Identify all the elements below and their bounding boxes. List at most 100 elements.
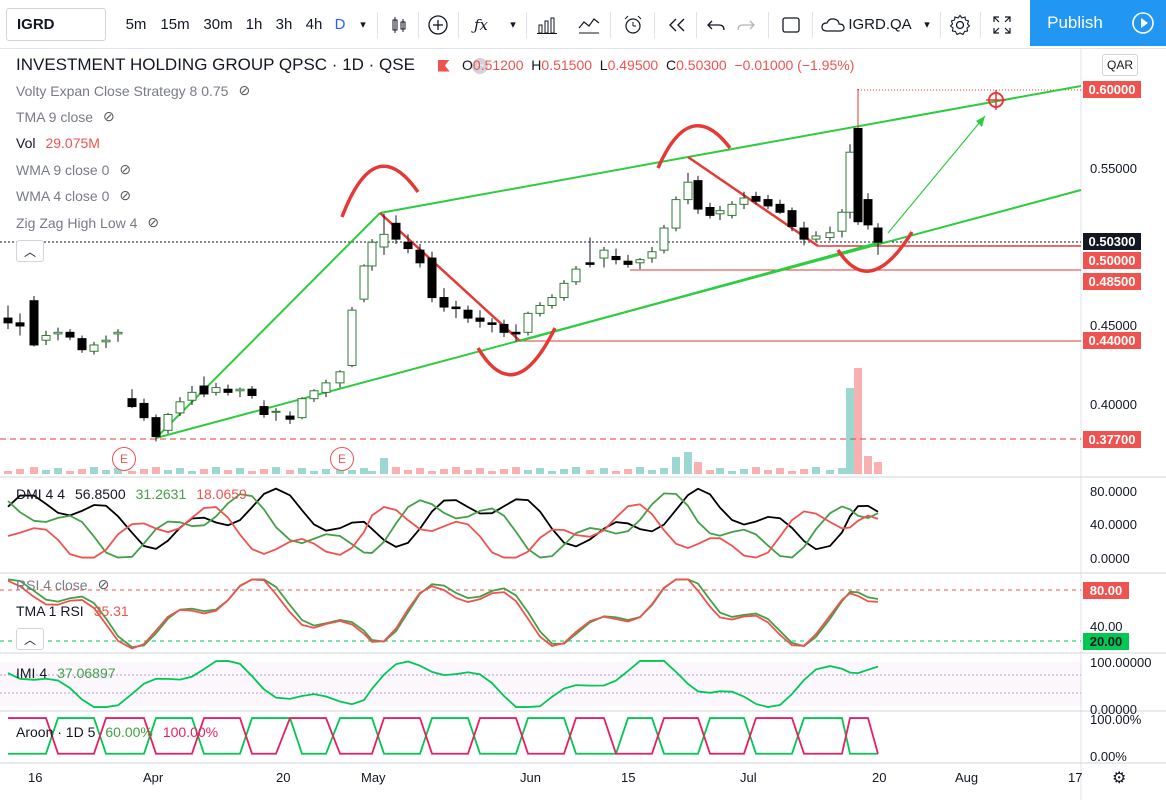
chevron-down-icon[interactable]: ▾ <box>510 19 516 31</box>
volume-bar <box>272 467 280 474</box>
interval-1h[interactable]: 1h <box>245 16 263 33</box>
add-compare-icon[interactable] <box>422 0 454 49</box>
templates-icon[interactable] <box>574 0 604 49</box>
replay-icon[interactable] <box>662 0 692 49</box>
interval-5m[interactable]: 5m <box>125 16 147 33</box>
gear-icon[interactable] <box>944 0 976 49</box>
candle-body <box>739 197 749 205</box>
publish-button[interactable]: Publish <box>1030 0 1120 46</box>
interval-3h[interactable]: 3h <box>275 16 293 33</box>
redo-icon <box>732 0 760 49</box>
candle-body <box>439 297 449 308</box>
legend-imi[interactable]: IMI 4 37.06897 <box>16 665 116 681</box>
volume-bar <box>838 468 846 474</box>
fullscreen-box-icon[interactable] <box>776 0 806 49</box>
legend-wma9[interactable]: WMA 9 close 0 ⊘ <box>16 161 132 178</box>
imi-tick: 100.00000 <box>1090 655 1152 670</box>
minus-circle-icon[interactable]: − <box>472 57 489 74</box>
legend-vol[interactable]: Vol 29.075M <box>16 135 100 151</box>
eye-off-icon[interactable]: ⊘ <box>147 214 160 230</box>
volume-bar <box>706 470 714 474</box>
imi-band <box>0 662 1081 706</box>
trend-line <box>379 156 689 214</box>
candle-body <box>623 260 633 265</box>
expand-icon[interactable] <box>986 0 1018 49</box>
price-tag-level: 0.48500 <box>1083 273 1141 290</box>
flag-icon[interactable] <box>437 59 450 72</box>
candle-body <box>427 257 437 299</box>
eye-off-icon[interactable]: ⊘ <box>119 161 132 177</box>
candles-icon[interactable] <box>384 0 414 49</box>
interval-4h[interactable]: 4h <box>305 16 323 33</box>
symbol-search[interactable]: IGRD <box>6 8 106 41</box>
interval-15m[interactable]: 15m <box>160 16 190 33</box>
chevron-down-icon[interactable]: ▾ <box>924 19 930 31</box>
chart-canvas[interactable] <box>0 49 1166 800</box>
date-label: 16 <box>28 770 43 785</box>
compare-symbol[interactable]: IGRD.QA <box>848 16 912 33</box>
candle-body <box>367 241 377 267</box>
legend-volty[interactable]: Volty Expan Close Strategy 8 0.75 ⊘ <box>16 82 251 99</box>
trend-line <box>687 85 1082 158</box>
candle-body <box>727 203 737 216</box>
indicators-icon[interactable]: ƒx <box>473 15 488 34</box>
date-label: 15 <box>621 770 636 785</box>
volume-bar <box>4 471 12 474</box>
interval-30m[interactable]: 30m <box>203 16 233 33</box>
legend-zigzag[interactable]: Zig Zag High Low 4 ⊘ <box>16 214 160 231</box>
candle-body <box>635 259 645 264</box>
candle-body <box>175 401 185 414</box>
date-label: 20 <box>872 770 887 785</box>
play-icon[interactable] <box>1120 0 1166 46</box>
earnings-marker[interactable]: E <box>112 447 136 471</box>
volume-bar <box>114 468 122 474</box>
candle-body <box>211 387 221 393</box>
earnings-marker[interactable]: E <box>330 447 354 471</box>
eye-off-icon[interactable]: ⊘ <box>103 108 115 124</box>
candle-body <box>3 317 13 324</box>
volume-bar <box>636 467 644 474</box>
volume-bar <box>624 469 632 474</box>
legend-aroon[interactable]: Aroon · 1D 5 60.00% 100.00% <box>16 724 219 740</box>
legend-wma4[interactable]: WMA 4 close 0 ⊘ <box>16 187 132 204</box>
volume-bar <box>752 467 760 474</box>
alert-clock-icon[interactable] <box>616 0 650 49</box>
eye-off-icon[interactable]: ⊘ <box>238 82 251 98</box>
candle-body <box>487 322 497 325</box>
volume-bar <box>54 468 62 474</box>
price-tick: 0.40000 <box>1090 397 1137 412</box>
pattern-arc <box>340 164 420 218</box>
chevron-down-icon[interactable]: ▾ <box>360 19 366 31</box>
legend-tma[interactable]: TMA 9 close ⊘ <box>16 108 115 125</box>
date-label: Apr <box>143 770 164 785</box>
candle-body <box>247 388 257 397</box>
collapse-legend-button[interactable]: ︿ <box>16 240 44 262</box>
legend-tma-rsi[interactable]: TMA 1 RSI 35.31 <box>16 603 129 619</box>
aroon-down-line <box>8 717 879 755</box>
volume-bar <box>212 467 220 474</box>
candle-body <box>559 282 569 299</box>
collapse-rsi-button[interactable]: ︿ <box>16 628 44 650</box>
volume-bar <box>684 452 692 474</box>
candle-body <box>347 309 357 367</box>
ohlc-readout: O0.51200 H0.51500 L0.49500 C0.50300 −0.0… <box>462 57 855 73</box>
interval-d[interactable]: D <box>334 16 346 33</box>
candle-body <box>223 388 233 393</box>
trend-line <box>155 212 381 439</box>
eye-off-icon[interactable]: ⊘ <box>97 576 110 592</box>
volume-bar <box>740 469 748 474</box>
legend-rsi[interactable]: RSI 4 close ⊘ <box>16 576 110 593</box>
volume-bar <box>874 462 882 474</box>
gear-icon[interactable]: ⚙ <box>1112 770 1127 787</box>
candle-body <box>391 222 401 240</box>
financials-icon[interactable] <box>532 0 562 49</box>
undo-icon[interactable] <box>702 0 730 49</box>
volume-bar <box>672 457 680 474</box>
legend-dmi[interactable]: DMI 4 4 56.8500 31.2631 18.0659 <box>16 486 247 502</box>
volume-bar <box>152 467 160 474</box>
eye-off-icon[interactable]: ⊘ <box>119 187 132 203</box>
currency-button[interactable]: QAR <box>1102 54 1138 76</box>
cloud-icon[interactable] <box>818 0 848 49</box>
candle-body <box>523 312 533 333</box>
volume-bar <box>694 462 702 474</box>
